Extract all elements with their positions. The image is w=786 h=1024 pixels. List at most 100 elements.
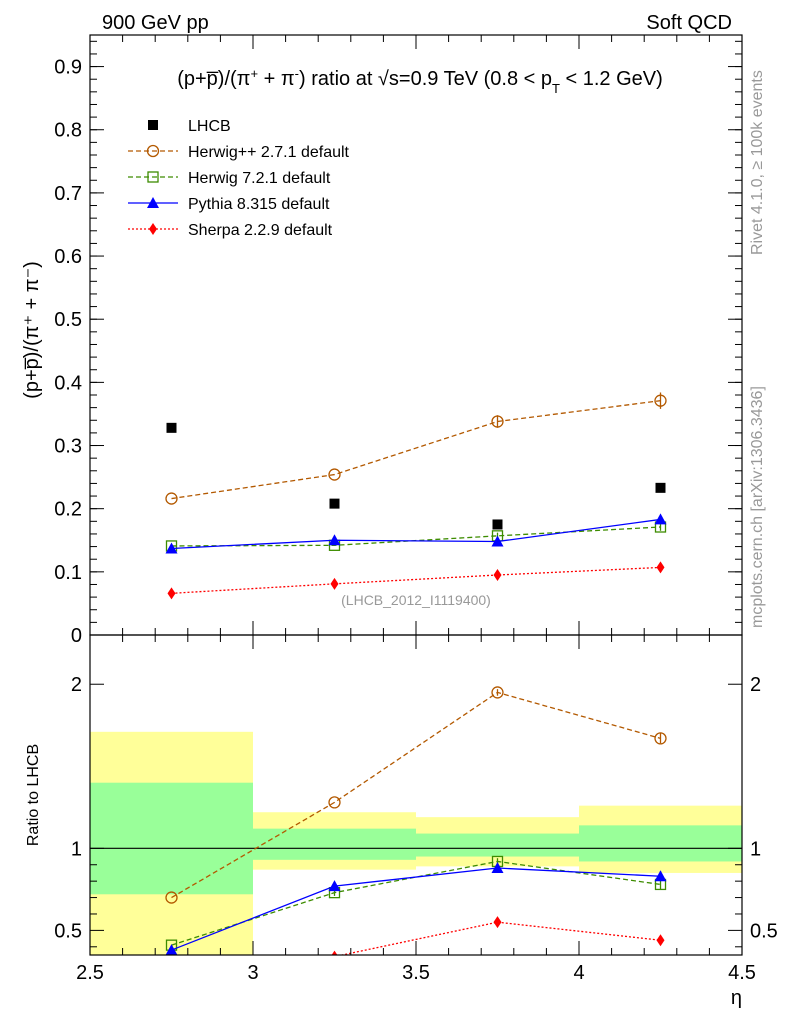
side-label-rivet: Rivet 4.1.0, ≥ 100k events [749, 70, 766, 255]
ratio-line-sherpa [339, 921, 661, 955]
ratio-xtick-label: 4.5 [728, 962, 756, 984]
main-series-pythia [165, 513, 667, 554]
ratio-ytick-label-right: 0.5 [750, 920, 778, 942]
main-point-pythia [491, 535, 504, 547]
main-point-herwigpp [654, 394, 667, 407]
chart-title-part: )/(π [218, 68, 251, 90]
main-point-sherpa [167, 587, 176, 600]
main-series-herwig7 [165, 521, 667, 552]
main-point-pythia [165, 542, 178, 554]
ratio-point-sherpa [168, 977, 176, 989]
ratio-ytick-label-right: 1 [750, 838, 761, 860]
legend-label-pythia: Pythia 8.315 default [188, 196, 330, 213]
ratio-point-pythia [654, 870, 667, 882]
ratio-point-pythia [328, 880, 341, 892]
main-point-lhcb [166, 422, 177, 433]
main-ytick-label: 0 [71, 625, 82, 647]
side-label-mcplots: mcplots.cern.ch [arXiv:1306.3436] [749, 386, 766, 628]
chart-title-part: ) ratio at √s=0.9 TeV (0.8 < p [299, 68, 552, 90]
main-ytick-label: 0.4 [54, 372, 82, 394]
main-series-lhcb [166, 422, 666, 530]
main-point-sherpa [656, 561, 665, 574]
main-ytick-label: 0.9 [54, 57, 82, 79]
main-ytick-label: 0.2 [54, 499, 82, 521]
ratio-ylabel: Ratio to LHCB [25, 744, 42, 846]
ratio-xtick-label: 3.5 [402, 962, 430, 984]
main-ytick-label: 0.3 [54, 436, 82, 458]
legend: LHCB Herwig++ 2.7.1 default Herwig 7.2.1 d… [128, 118, 350, 239]
main-ylabel: (p+p̅)/(π⁺ + π⁻) [21, 261, 43, 399]
legend-label-herwig7: Herwig 7.2.1 default [188, 170, 331, 187]
main-ytick-label: 0.1 [54, 562, 82, 584]
legend-label-herwigpp: Herwig++ 2.7.1 default [188, 144, 350, 161]
legend-marker-pythia [147, 197, 159, 208]
ratio-point-sherpa [493, 916, 502, 929]
ratio-point-sherpa [656, 934, 665, 947]
ratio-point-herwigpp [328, 796, 341, 809]
ratio-ytick-label: 1 [71, 838, 82, 860]
main-point-lhcb [329, 498, 340, 509]
main-ytick-label: 0.5 [54, 309, 82, 331]
chart-title-part: + π [258, 68, 295, 90]
ratio-ytick-label: 0.5 [54, 920, 82, 942]
ratio-point-sherpa [331, 950, 338, 955]
ratio-line-herwig7 [171, 860, 661, 946]
main-point-pythia [328, 534, 341, 546]
ratio-point-herwigpp [654, 732, 667, 745]
legend-marker-herwig7 [147, 171, 159, 183]
ratio-xtick-label: 4 [573, 962, 584, 984]
main-panel: (LHCB_2012_I1119400) 0 0.1 0.2 0.3 0.4 0.5 0.6 0… [21, 34, 743, 647]
ratio-series-sherpa [168, 916, 665, 989]
chart-title-part: T [552, 81, 560, 96]
ratio-ytick-label-right: 2 [750, 674, 761, 696]
chart-title-part: - [295, 66, 299, 81]
main-series-sherpa [167, 561, 665, 600]
legend-marker-sherpa [149, 223, 157, 235]
chart-title: (p+p̅)/(π+ + π-) ratio at √s=0.9 TeV (0.… [177, 66, 663, 96]
main-ytick-label: 0.6 [54, 246, 82, 268]
main-point-herwigpp [328, 468, 341, 481]
main-point-pythia [654, 513, 667, 525]
header-right-label: Soft QCD [646, 12, 732, 34]
band-inner [416, 833, 579, 857]
ratio-xtick-label: 2.5 [76, 962, 104, 984]
band-inner [579, 825, 742, 862]
legend-marker-lhcb [148, 120, 158, 130]
main-point-sherpa [493, 569, 502, 581]
main-point-lhcb [492, 519, 503, 530]
uncertainty-bands [90, 731, 742, 955]
ratio-ytick-label: 2 [71, 674, 82, 696]
legend-marker-herwigpp [146, 144, 160, 158]
legend-label-sherpa: Sherpa 2.2.9 default [188, 222, 333, 239]
main-series-herwigpp [165, 392, 667, 505]
ratio-point-herwigpp [165, 891, 178, 904]
main-line-herwigpp [171, 400, 661, 500]
legend-label-lhcb: LHCB [188, 118, 231, 135]
main-ytick-label: 0.8 [54, 120, 82, 142]
main-ytick-label: 0.7 [54, 183, 82, 205]
chart-title-part: (p+p [177, 68, 218, 90]
ratio-point-pythia [165, 944, 178, 955]
ratio-point-pythia [491, 862, 504, 874]
main-line-pythia [171, 518, 661, 550]
analysis-id-label: (LHCB_2012_I1119400) [341, 592, 491, 608]
ratio-frame [89, 634, 743, 956]
band-inner [90, 782, 253, 895]
band-inner [253, 828, 416, 860]
main-line-sherpa [171, 566, 661, 594]
main-point-lhcb [655, 482, 666, 493]
ratio-xlabel: η [731, 987, 742, 1009]
main-point-herwigpp [165, 492, 178, 505]
ratio-panel: 0.5 0.5 1 1 2 2 2.5 3 3.5 4 4.5 Ratio to LHCB η [25, 634, 778, 1009]
chart-title-part: < 1.2 GeV) [560, 68, 663, 90]
ratio-series-pythia [165, 862, 667, 955]
ratio-xtick-label: 3 [247, 962, 258, 984]
header-left-label: 900 GeV pp [102, 12, 209, 34]
ratio-line-pythia [171, 867, 661, 951]
chart-title-part: + [250, 66, 258, 81]
ratio-point-herwigpp [491, 686, 504, 699]
main-point-herwigpp [491, 415, 504, 428]
main-point-sherpa [330, 577, 339, 590]
ratio-series-herwigpp [165, 686, 667, 904]
